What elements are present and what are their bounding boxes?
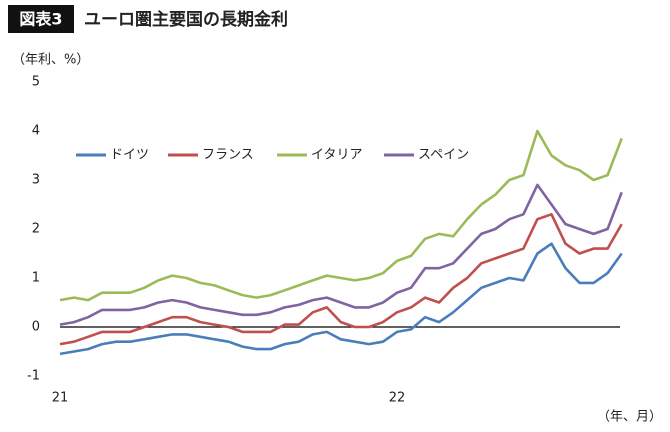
legend-label: ドイツ [110,148,149,163]
series-line [59,242,623,356]
x-tick-label: 21 [52,391,69,406]
chart-title: ユーロ圏主要国の長期金利 [84,9,288,30]
y-tick-label: 0 [32,320,40,335]
y-tick-label: 2 [32,222,40,237]
legend-label: イタリア [311,148,362,163]
series-line [59,213,623,346]
badge-box [8,5,74,33]
y-tick-label: 3 [32,173,40,188]
y-tick-label: -1 [27,369,40,384]
y-axis-label: （年利、%） [12,53,89,68]
y-tick-label: 4 [32,124,40,139]
x-tick-label: 22 [389,391,406,406]
y-tick-label: 5 [32,75,40,90]
series-line [59,129,623,302]
y-tick-label: 1 [32,271,40,286]
legend-label: スペイン [418,148,469,163]
x-axis-label: （年、月） [597,410,662,425]
series-line [59,183,623,326]
badge: 図表3 [19,10,62,29]
legend-label: フランス [202,148,254,163]
